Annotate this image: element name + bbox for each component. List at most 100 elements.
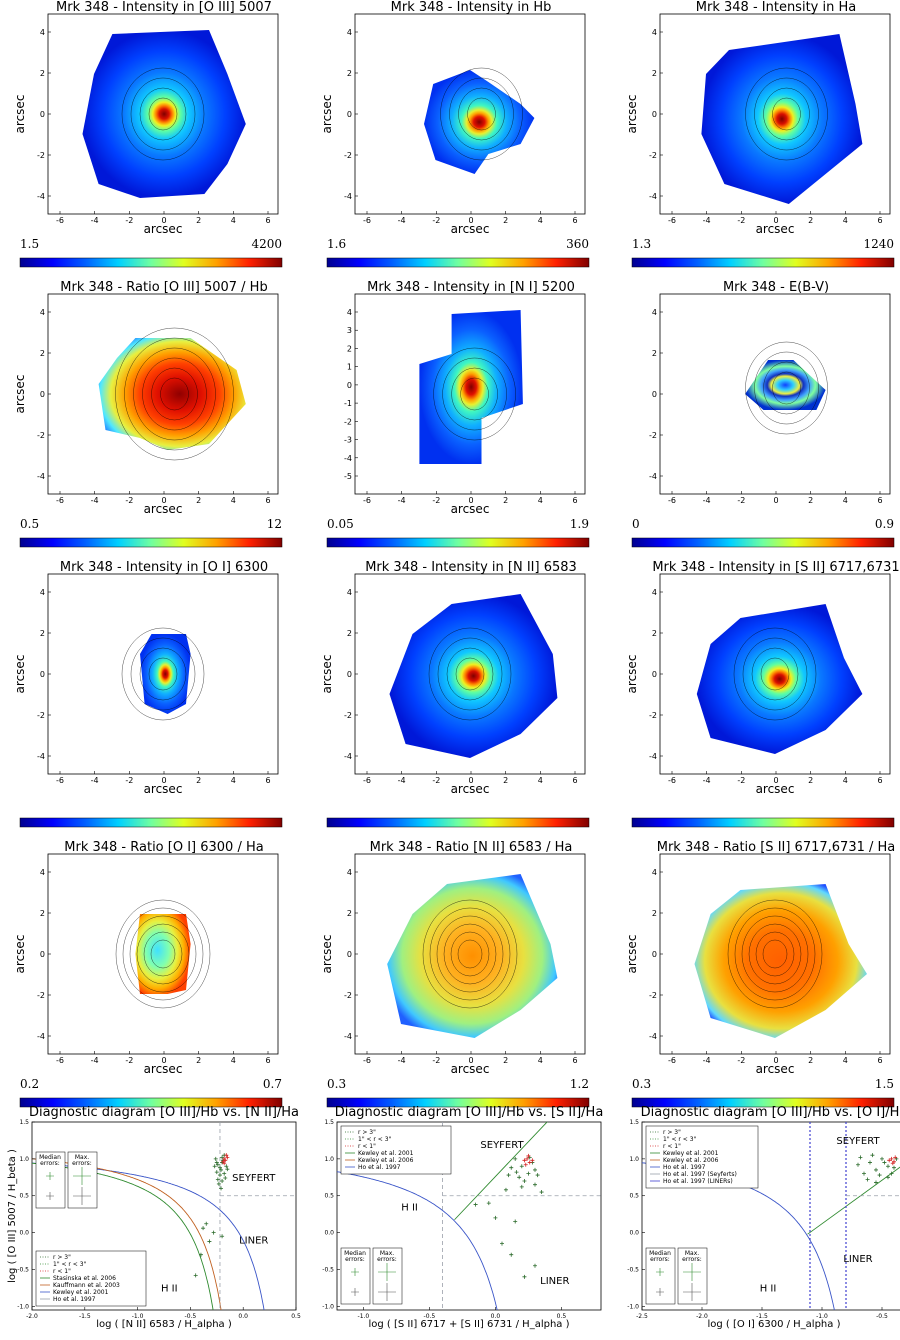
x-tick-label: 6 — [572, 496, 577, 505]
y-tick-label: 1.0 — [324, 1156, 334, 1163]
data-point — [522, 1178, 527, 1183]
data-point — [219, 1167, 224, 1172]
x-tick-label: 4 — [843, 1056, 848, 1065]
colorbar-min-label: 1.3 — [632, 237, 651, 251]
colorbar-min-label: 0 — [632, 517, 640, 531]
kewley-2001-curve — [337, 1171, 498, 1310]
y-tick-label: 4 — [40, 308, 45, 317]
contour-line — [458, 87, 505, 141]
y-tick-label: 4 — [40, 868, 45, 877]
error-bar — [656, 1288, 664, 1296]
map-title: Mrk 348 - Intensity in [N I] 5200 — [367, 280, 575, 295]
x-tick-label: -6 — [668, 216, 676, 225]
x-axis-label: arcsec — [756, 222, 795, 236]
x-tick-label: -2 — [432, 216, 440, 225]
data-point — [886, 1164, 890, 1169]
data-point — [509, 1165, 514, 1170]
data-point — [882, 1160, 887, 1165]
data-point — [517, 1175, 522, 1180]
x-tick-label: 2 — [808, 776, 813, 785]
x-tick-label: -2.5 — [636, 1313, 648, 1320]
y-tick-label: -4 — [344, 752, 352, 761]
contour-line — [772, 371, 801, 405]
contour-line — [151, 367, 198, 421]
legend-entry: 1" < r < 3" — [663, 1136, 697, 1143]
data-point — [868, 1160, 872, 1165]
error-box — [372, 1247, 403, 1305]
x-tick-label: -0.5 — [185, 1313, 197, 1320]
x-tick-label: 0 — [468, 216, 473, 225]
colorbar-max-label: 1.9 — [570, 517, 589, 531]
x-tick-label: -2 — [125, 1056, 133, 1065]
data-point — [219, 1186, 224, 1191]
y-tick-label: -4 — [37, 1032, 45, 1041]
data-point — [486, 1201, 491, 1206]
x-tick-label: -6 — [363, 776, 371, 785]
contour-line — [741, 915, 809, 993]
map-title: Mrk 348 - Intensity in [S II] 6717,6731 — [652, 560, 899, 575]
colorbar-max-label: 1.2 — [570, 1077, 589, 1091]
x-tick-label: -2 — [737, 496, 745, 505]
y-tick-label: -4 — [649, 1032, 657, 1041]
data-point — [533, 1167, 537, 1172]
data-point — [506, 1173, 511, 1178]
colorbar-max-label: 1240 — [863, 237, 894, 251]
data-point — [207, 1239, 212, 1244]
x-tick-label: -4 — [703, 216, 711, 225]
contour-line — [742, 637, 808, 711]
map-panel: Mrk 348 - Ratio [N II] 6583 / Ha -6 -4 -2 0 2… — [320, 840, 590, 1108]
legend-entry: r < 1" — [358, 1143, 376, 1150]
error-box-label: errors: — [682, 1256, 702, 1263]
contour-line — [121, 67, 205, 161]
y-tick-label: 0 — [40, 670, 45, 679]
contour-line — [467, 97, 496, 131]
map-panel: Mrk 348 - Intensity in [O III] 5007 -6 -4 -… — [13, 0, 283, 268]
y-axis-label: log ( [O III] 5007 / H_beta ) — [7, 1149, 18, 1283]
x-tick-label: -6 — [56, 496, 64, 505]
y-tick-label: -1.0 — [627, 1303, 639, 1310]
contour-line — [754, 351, 819, 425]
contour-line — [428, 627, 512, 721]
x-tick-label: -4 — [398, 496, 406, 505]
data-point-inner — [527, 1160, 532, 1165]
colorbar-min-label: 0.2 — [20, 1077, 39, 1091]
y-axis-label: arcsec — [320, 655, 334, 694]
data-point-inner — [525, 1156, 530, 1161]
diagram-title: Diagnostic diagram [O III]/Hb vs. [N II]… — [29, 1105, 299, 1120]
map-panel: Mrk 348 - Intensity in [S II] 6717,6731 -… — [625, 560, 900, 828]
data-point — [220, 1155, 225, 1160]
contour-line — [148, 97, 178, 131]
colorbar-max-label: 12 — [267, 517, 282, 531]
contour-line — [115, 327, 234, 461]
error-box-label: Max. — [75, 1154, 89, 1161]
x-tick-label: -6 — [363, 1056, 371, 1065]
y-tick-label: 0.0 — [629, 1230, 639, 1237]
legend-entry: 1" < r < 3" — [53, 1261, 87, 1268]
legend-entry: Ho et al. 1997 (LINERs) — [663, 1178, 733, 1185]
y-tick-label: 0 — [40, 950, 45, 959]
x-tick-label: -2.0 — [26, 1313, 38, 1320]
region-label: LINER — [843, 1254, 872, 1265]
x-tick-label: 0.5 — [557, 1313, 567, 1320]
x-tick-label: -4 — [398, 776, 406, 785]
kewley-2006-line — [454, 1122, 548, 1221]
legend — [645, 1125, 759, 1189]
y-tick-label: 1.0 — [629, 1156, 639, 1163]
emission-region — [419, 310, 523, 464]
error-box-label: Max. — [380, 1250, 394, 1257]
colorbar-min-label: 0.3 — [632, 1077, 651, 1091]
data-point — [204, 1221, 209, 1226]
y-tick-label: 0 — [40, 390, 45, 399]
data-point — [223, 1176, 228, 1181]
data-point-inner — [223, 1158, 228, 1163]
map-panel: Mrk 348 - Intensity in [N I] 5200 -6 -4 -2 0… — [326, 280, 590, 548]
error-bar — [351, 1268, 359, 1276]
contour-line — [754, 77, 819, 151]
x-tick-label: 6 — [265, 776, 270, 785]
x-tick-label: 2 — [196, 496, 201, 505]
error-box — [35, 1151, 66, 1209]
contour-line — [449, 77, 514, 151]
data-point — [509, 1252, 514, 1257]
y-tick-label: -2 — [344, 991, 352, 1000]
map-panel: Mrk 348 - Ratio [O I] 6300 / Ha -6 -4 -2 0 2 4… — [13, 840, 283, 1108]
